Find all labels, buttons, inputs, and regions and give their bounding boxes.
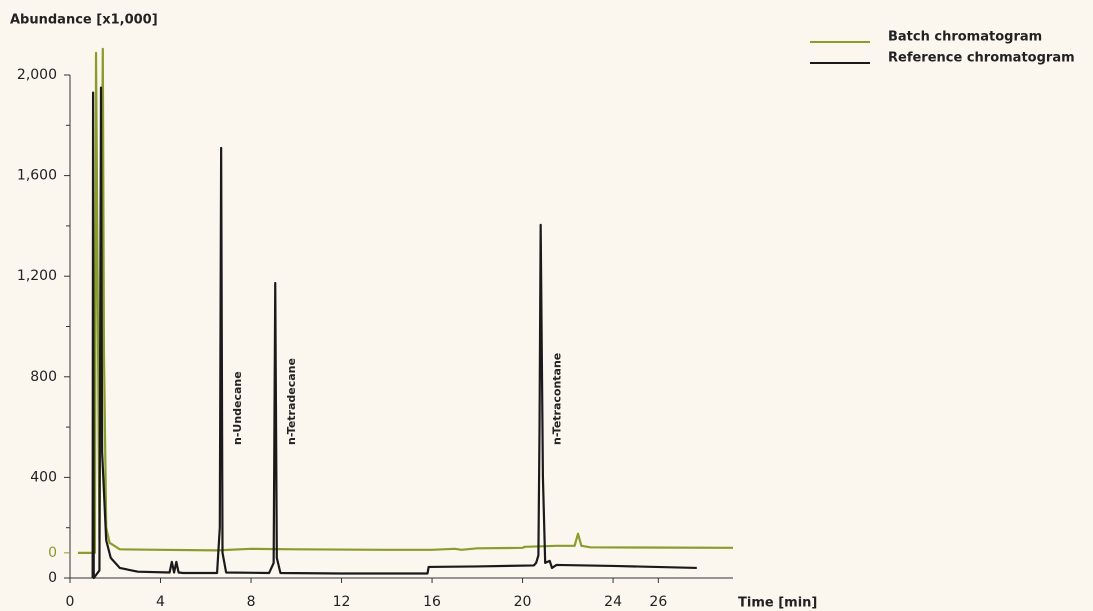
y-tick-label: 1,200 <box>17 268 57 284</box>
y-tick-label: 800 <box>30 369 57 385</box>
x-tick-label: 4 <box>156 594 165 610</box>
x-tick-label: 24 <box>604 594 622 610</box>
peak-annotation: n-Tetracontane <box>551 353 564 445</box>
x-tick-label: 20 <box>514 594 532 610</box>
series-line <box>77 47 734 554</box>
legend-label: Batch chromatogram <box>888 30 1042 45</box>
y-tick-label: 2,000 <box>17 67 57 83</box>
y-tick-label: 0 <box>48 570 57 586</box>
y2-tick-label: 0 <box>48 545 57 561</box>
y-tick-label: 1,600 <box>17 168 57 184</box>
chart-title: Abundance [x1,000] <box>10 13 158 28</box>
x-tick-label: 12 <box>333 594 351 610</box>
y-tick-label: 400 <box>30 469 57 485</box>
x-tick-label: 16 <box>423 594 441 610</box>
x-tick-label: 8 <box>247 594 256 610</box>
series-line <box>91 86 697 580</box>
x-tick-label: 26 <box>649 594 667 610</box>
x-tick-label: 0 <box>66 594 75 610</box>
peak-annotation: n-Undecane <box>231 371 244 445</box>
x-axis-label: Time [min] <box>738 596 817 611</box>
peak-annotation: n-Tetradecane <box>285 358 298 445</box>
legend-label: Reference chromatogram <box>888 51 1075 66</box>
